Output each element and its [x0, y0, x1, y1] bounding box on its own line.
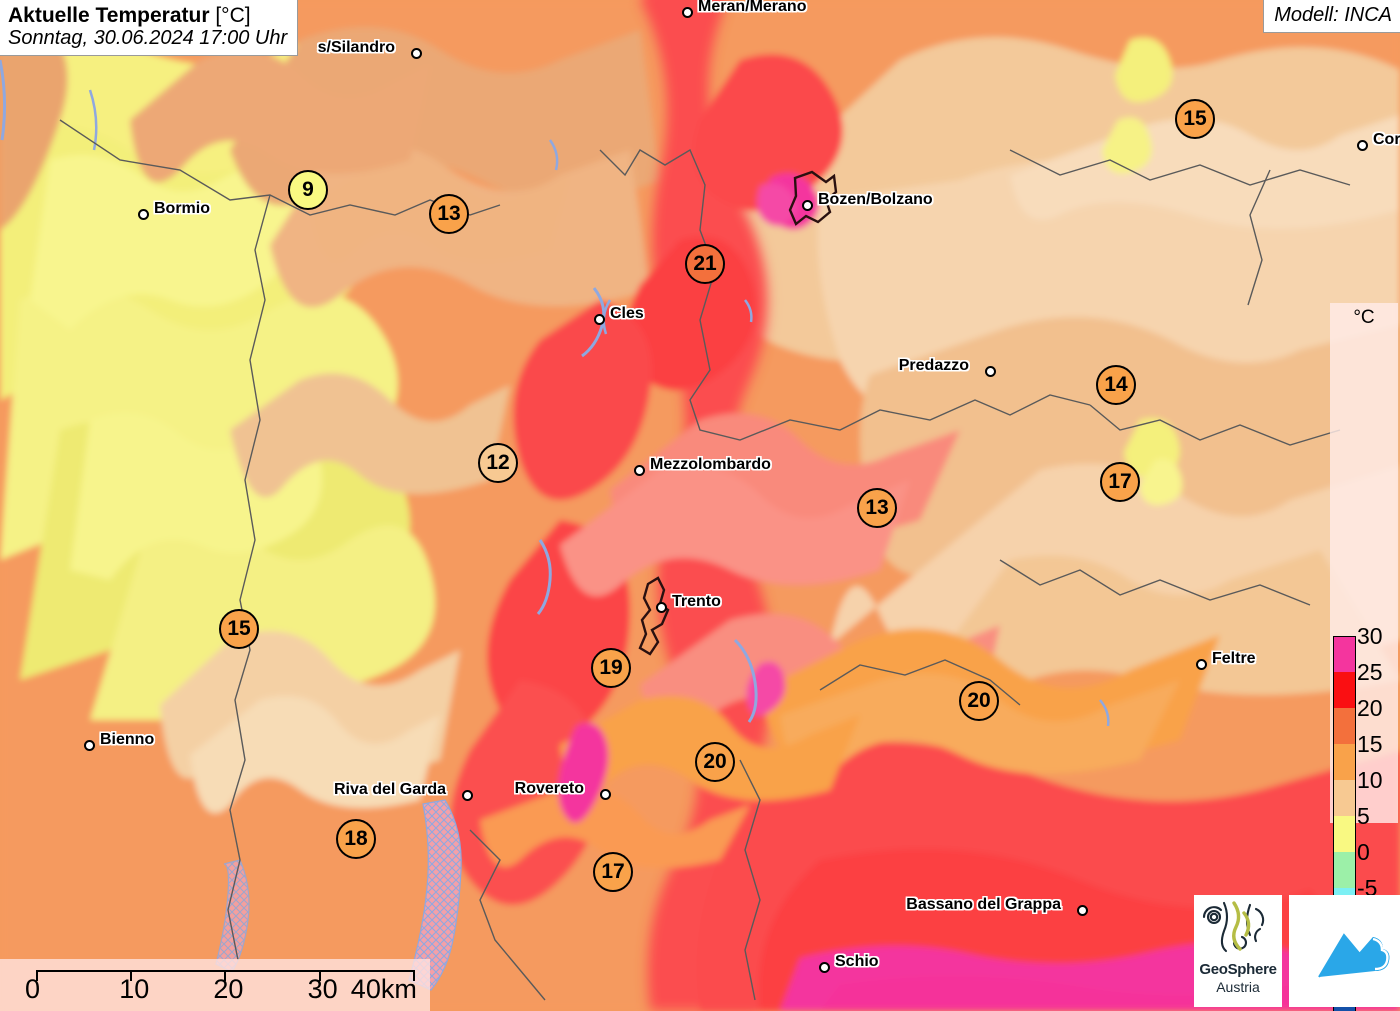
station-temperature-marker[interactable]: 12	[478, 443, 518, 483]
scale-tick	[318, 970, 321, 981]
page-title: Aktuelle Temperatur [°C]	[8, 4, 287, 27]
city-label: Riva del Garda	[333, 781, 446, 798]
legend-label: -5	[1357, 875, 1378, 901]
scale-bar: 0 10 20 30 40km	[0, 959, 430, 1011]
scale-label: 10	[119, 974, 150, 1004]
station-temperature-marker[interactable]: 15	[1175, 99, 1215, 139]
city-label: s/Silandro	[317, 39, 395, 56]
scale-tick	[224, 970, 227, 981]
station-temperature-marker[interactable]: 9	[288, 170, 328, 210]
city-dot-icon	[656, 602, 667, 613]
station-temperature-marker[interactable]: 17	[593, 852, 633, 892]
city-dot-icon	[462, 790, 473, 801]
legend-label: 10	[1357, 767, 1383, 793]
city-dot-icon	[634, 465, 645, 476]
geosphere-mark-icon	[1202, 901, 1265, 953]
city-dot-icon	[1077, 905, 1088, 916]
legend-swatch	[1333, 852, 1356, 888]
legend-label: 30	[1357, 623, 1383, 649]
city-dot-icon	[1357, 140, 1368, 151]
scale-label: 40km	[350, 974, 417, 1004]
city-label: Trento	[672, 593, 721, 610]
legend-swatch	[1333, 636, 1356, 673]
scale-label: 20	[213, 974, 244, 1004]
legend-swatch	[1333, 816, 1356, 852]
station-temperature-marker[interactable]: 14	[1096, 365, 1136, 405]
city-label: Feltre	[1212, 650, 1256, 667]
model-label: Modell: INCA	[1263, 0, 1400, 33]
city-label: Rovereto	[514, 780, 584, 797]
timestamp: Sonntag, 30.06.2024 17:00 Uhr	[8, 27, 288, 49]
city-label: Cortin	[1373, 131, 1400, 148]
station-temperature-marker[interactable]: 13	[857, 488, 897, 528]
geosphere-logo-line2: Austria	[1216, 979, 1260, 995]
mountain-cloud-icon	[1318, 933, 1390, 978]
scale-tick	[130, 970, 133, 981]
city-label: Bienno	[100, 731, 155, 748]
city-dot-icon	[802, 200, 813, 211]
station-temperature-marker[interactable]: 19	[591, 648, 631, 688]
city-dot-icon	[84, 740, 95, 751]
city-dot-icon	[600, 789, 611, 800]
partner-logo	[1289, 895, 1400, 1007]
legend-unit-label: °C	[1353, 307, 1375, 328]
station-temperature-marker[interactable]: 18	[336, 819, 376, 859]
legend-swatch	[1333, 744, 1356, 780]
city-label: Predazzo	[898, 357, 969, 374]
station-temperature-marker[interactable]: 13	[429, 194, 469, 234]
legend-swatch	[1333, 780, 1356, 816]
legend-label: 5	[1357, 803, 1370, 829]
legend-label: 15	[1357, 731, 1383, 757]
city-label: Bozen/Bolzano	[818, 191, 933, 208]
geosphere-logo: GeoSphere Austria	[1194, 895, 1282, 1007]
scale-tick	[412, 970, 415, 981]
city-dot-icon	[985, 366, 996, 377]
title-text: Aktuelle Temperatur	[8, 4, 210, 27]
scale-label: 30	[307, 974, 338, 1004]
legend-label: 25	[1357, 659, 1383, 685]
city-label: Cles	[610, 305, 644, 322]
city-label: Schio	[835, 953, 879, 970]
city-dot-icon	[1196, 659, 1207, 670]
city-label: Mezzolombardo	[650, 456, 771, 473]
scale-label: 0	[25, 974, 41, 1004]
city-dot-icon	[411, 48, 422, 59]
station-temperature-marker[interactable]: 15	[219, 609, 259, 649]
station-temperature-marker[interactable]: 17	[1100, 462, 1140, 502]
station-temperature-marker[interactable]: 20	[695, 742, 735, 782]
geosphere-logo-line1: GeoSphere	[1199, 961, 1277, 978]
city-label: Meran/Merano	[698, 0, 807, 15]
city-label: Bassano del Grappa	[906, 896, 1061, 913]
legend-label: 20	[1357, 695, 1383, 721]
legend-swatch	[1333, 672, 1356, 708]
scale-tick	[36, 970, 38, 981]
city-label: Bormio	[154, 200, 210, 217]
legend-swatch	[1333, 708, 1356, 744]
station-temperature-marker[interactable]: 21	[685, 244, 725, 284]
city-dot-icon	[594, 314, 605, 325]
title-box: Aktuelle Temperatur [°C] Sonntag, 30.06.…	[0, 0, 299, 56]
legend-label: 0	[1357, 839, 1370, 865]
city-dot-icon	[682, 7, 693, 18]
title-unit: [°C]	[215, 4, 251, 27]
city-dot-icon	[819, 962, 830, 973]
station-temperature-marker[interactable]: 20	[959, 681, 999, 721]
city-dot-icon	[138, 209, 149, 220]
